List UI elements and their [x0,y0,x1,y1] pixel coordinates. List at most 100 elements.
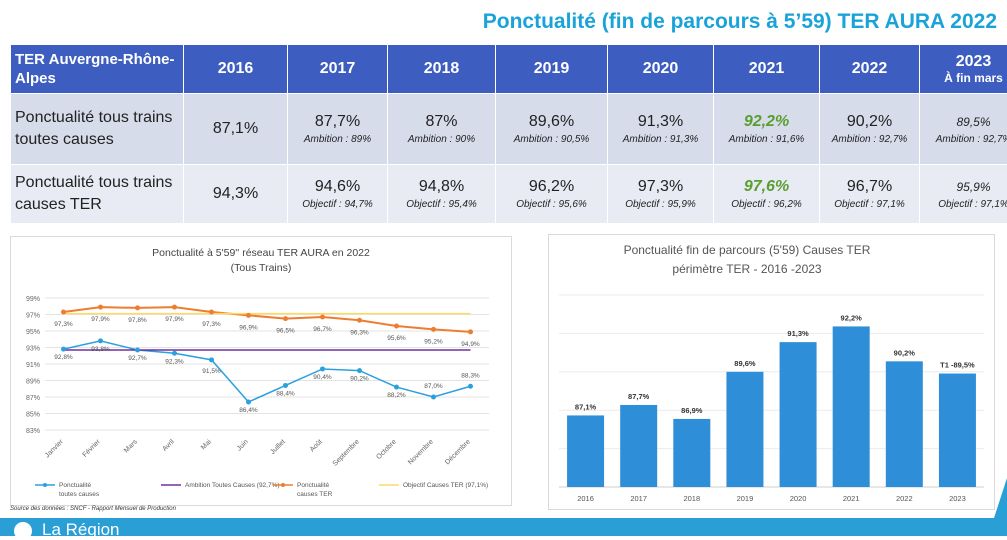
x-tick-label: Novembre [407,438,435,466]
table-cell: 97,3% Objectif : 95,9% [608,165,714,224]
year-header: 2016 [184,45,288,94]
data-point [320,314,325,319]
data-label: 90,2% [350,376,369,383]
cell-value: 87% [388,113,495,131]
table-cell: 96,2%Objectif : 95,6% [496,165,608,224]
data-point [135,347,140,352]
legend-label-cont: toutes causes [59,491,100,498]
source-note: Source des données : SNCF - Rapport Mens… [10,506,176,512]
cell-value: 87,7% [288,113,387,131]
region-logo-icon [14,522,32,540]
bar [939,374,976,487]
data-label: 92,2% [841,313,863,322]
cell-note: Objectif : 96,2% [714,198,819,211]
cell-note: Ambition : 90% [388,133,495,146]
cell-note: Ambition : 89% [288,133,387,146]
y-tick-label: 93% [26,346,40,353]
year-label: 2023 [956,53,992,70]
table-row: Ponctualité tous trains causes TER 94,3%… [11,165,1007,224]
data-label: 93,8% [91,346,110,353]
legend-label: Ponctualité [297,482,330,489]
year-sub: À fin mars [920,71,1007,85]
footer-banner: La Région [0,518,1007,536]
data-label: 95,6% [387,335,406,342]
data-point [283,383,288,388]
legend-label: Objectif Causes TER (97,1%) [403,482,488,489]
table-cell: 94,8%Objectif : 95,4% [388,165,496,224]
y-tick-label: 87% [26,395,40,402]
bar [567,415,604,487]
data-label: 97,3% [54,321,73,328]
cell-note: Ambition : 92,7% [920,133,1007,146]
data-label: 95,2% [424,338,443,345]
monthly-line-chart: Ponctualité à 5'59'' réseau TER AURA en … [10,236,512,506]
data-point [468,329,473,334]
data-label: 86,9% [681,406,703,415]
x-tick-label: Mai [200,438,213,451]
row-label: Ponctualité tous trains toutes causes [11,94,184,165]
bar [780,342,817,487]
data-label: 87,0% [424,383,443,390]
year-header: 2022 [820,45,920,94]
data-label: 88,3% [461,372,480,379]
bar-chart-svg: Ponctualité fin de parcours (5'59) Cause… [549,235,994,509]
x-tick-label: Mars [123,438,139,454]
x-tick-label: 2018 [683,494,700,503]
cell-value: 94,3% [184,185,287,203]
data-label: T1 -89,5% [940,361,975,370]
yearly-bar-chart: Ponctualité fin de parcours (5'59) Cause… [548,234,995,510]
x-tick-label: 2023 [949,494,966,503]
cell-value: 96,7% [820,178,919,196]
data-point [431,327,436,332]
table-row: Ponctualité tous trains toutes causes 87… [11,94,1007,165]
data-point [209,357,214,362]
x-tick-label: 2021 [843,494,860,503]
legend-marker [43,483,47,487]
table-cell: 94,6%Objectif : 94,7% [288,165,388,224]
table-cell: 96,7% Objectif : 97,1% [820,165,920,224]
ponctualite-table: TER Auvergne-Rhône-Alpes 2016 2017 2018 … [10,44,1007,224]
table-header-row: TER Auvergne-Rhône-Alpes 2016 2017 2018 … [11,45,1007,94]
year-header: 2021 [714,45,820,94]
table-cell: 87% Ambition : 90% [388,94,496,165]
bar [620,405,657,487]
data-label: 89,6% [734,359,756,368]
cell-note: Ambition : 91,6% [714,133,819,146]
y-tick-label: 91% [26,362,40,369]
data-point [246,313,251,318]
legend-label: Ambition Toutes Causes (92,7%) [185,482,280,489]
y-tick-label: 97% [26,313,40,320]
data-label: 88,4% [276,390,295,397]
x-tick-label: 2022 [896,494,913,503]
cell-value: 90,2% [820,113,919,131]
data-label: 96,3% [350,329,369,336]
y-tick-label: 83% [26,428,40,435]
cell-note: Objectif : 95,9% [608,198,713,211]
data-label: 97,9% [91,316,110,323]
table-cell: 97,6%Objectif : 96,2% [714,165,820,224]
data-label: 90,4% [313,374,332,381]
series-line [64,307,471,332]
data-point [431,395,436,400]
cell-note: Objectif : 97,1% [820,198,919,211]
data-point [357,318,362,323]
year-header: 2020 [608,45,714,94]
legend-label: Ponctualité [59,482,92,489]
x-tick-label: Décembre [444,438,472,466]
cell-value-highlight: 92,2% [714,113,819,131]
data-point [98,305,103,310]
x-tick-label: Janvier [44,438,65,459]
data-label: 97,8% [128,317,147,324]
table-cell: 92,2% Ambition : 91,6% [714,94,820,165]
table-cell: 95,9%Objectif : 97,1% [920,165,1007,224]
table-cell: 91,3%Ambition : 91,3% [608,94,714,165]
bar [673,419,710,487]
x-tick-label: Août [309,438,324,453]
cell-note: Objectif : 95,6% [496,198,607,211]
data-label: 92,7% [128,355,147,362]
table-cell: 87,1% [184,94,288,165]
cell-value: 97,3% [608,178,713,196]
chart-title: Ponctualité à 5'59'' réseau TER AURA en … [152,247,370,259]
data-label: 96,7% [313,326,332,333]
data-label: 94,9% [461,341,480,348]
